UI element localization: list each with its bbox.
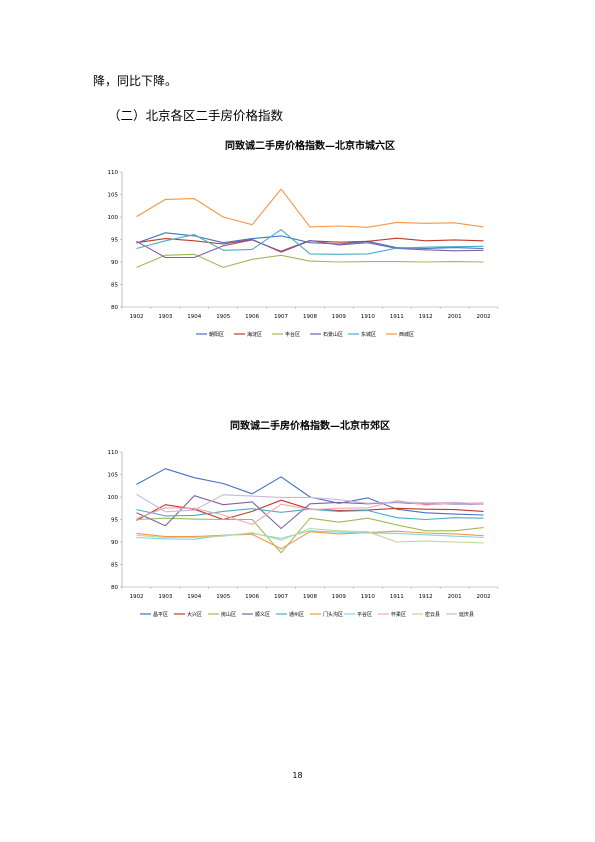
series-line-9 <box>136 527 484 544</box>
y-tick-label: 85 <box>111 563 118 569</box>
legend-label: 朝阳区 <box>209 331 224 338</box>
x-tick-label: 1910 <box>361 594 375 600</box>
series-line-3 <box>136 253 484 268</box>
x-tick-label: 1907 <box>274 594 288 600</box>
legend-label: 平谷区 <box>357 611 372 618</box>
series-line-4 <box>136 239 484 259</box>
body-text-line: 降，同比下降。 <box>93 74 178 88</box>
x-tick-label: 1905 <box>216 594 230 600</box>
x-tick-label: 1911 <box>390 314 404 320</box>
legend-label: 密云县 <box>425 611 440 618</box>
x-tick-label: 1907 <box>274 314 288 320</box>
y-tick-label: 90 <box>111 540 118 546</box>
x-tick-label: 1912 <box>419 594 433 600</box>
y-tick-label: 95 <box>111 238 118 244</box>
x-tick-label: 2002 <box>477 594 491 600</box>
section-heading: （二）北京各区二手房价格指数 <box>108 108 284 123</box>
y-tick-label: 80 <box>111 585 118 591</box>
x-tick-label: 1912 <box>419 314 433 320</box>
legend-label: 海淀区 <box>247 331 262 338</box>
series-line-7 <box>136 530 484 540</box>
series-line-6 <box>136 188 484 228</box>
y-tick-label: 105 <box>108 193 119 199</box>
legend-label: 昌平区 <box>153 612 168 618</box>
x-tick-label: 2001 <box>448 314 462 320</box>
page-number: 18 <box>292 771 303 780</box>
chart-svg-city: 同致诚二手房价格指数—北京市城六区 80 85 90 95 100 105 110 1902 19… <box>108 139 499 338</box>
series-line-1 <box>136 232 484 250</box>
y-tick-label: 90 <box>111 260 118 266</box>
y-tick-label: 100 <box>108 215 119 221</box>
chart-title: 同致诚二手房价格指数—北京市郊区 <box>230 419 390 432</box>
x-tick-label: 1903 <box>158 314 172 320</box>
legend-label: 怀柔区 <box>391 611 406 618</box>
y-tick-label: 85 <box>111 283 118 289</box>
y-tick-label: 110 <box>108 170 119 176</box>
legend-label: 延庆县 <box>459 611 474 618</box>
y-tick-label: 80 <box>111 305 118 311</box>
x-tick-label: 1911 <box>390 594 404 600</box>
x-tick-label: 1909 <box>332 594 346 600</box>
legend-label: 大兴区 <box>187 611 202 618</box>
x-tick-label: 2001 <box>448 594 462 600</box>
legend-label: 西城区 <box>399 331 414 338</box>
legend-label: 房山区 <box>221 611 236 618</box>
y-tick-label: 95 <box>111 518 118 524</box>
y-tick-label: 110 <box>108 450 119 456</box>
x-tick-label: 1906 <box>245 594 259 600</box>
x-tick-label: 1902 <box>129 314 143 320</box>
series-line-8 <box>136 500 484 525</box>
series-line-3 <box>136 517 484 554</box>
y-tick-label: 100 <box>108 495 119 501</box>
series-line-4 <box>136 495 484 530</box>
chart-title: 同致诚二手房价格指数—北京市城六区 <box>225 139 395 152</box>
legend-label: 通州区 <box>289 611 304 618</box>
x-tick-label: 1906 <box>245 314 259 320</box>
x-tick-label: 1908 <box>303 594 317 600</box>
x-tick-label: 1904 <box>187 314 201 320</box>
x-tick-label: 1909 <box>332 314 346 320</box>
x-tick-label: 1908 <box>303 314 317 320</box>
x-tick-label: 1904 <box>187 594 201 600</box>
chart-svg-suburbs: 同致诚二手房价格指数—北京市郊区 80 85 90 95 100 105 110 1902 190… <box>108 419 499 618</box>
legend-label: 丰台区 <box>285 331 300 338</box>
y-tick-label: 105 <box>108 473 119 479</box>
chart-suburbs: 同致诚二手房价格指数—北京市郊区 80 85 90 95 100 105 110 1902 190… <box>100 415 520 630</box>
legend-label: 顺义区 <box>255 612 270 618</box>
legend-label: 石景山区 <box>323 331 343 338</box>
x-tick-label: 1905 <box>216 314 230 320</box>
x-tick-label: 2002 <box>477 314 491 320</box>
legend-label: 东城区 <box>361 331 376 338</box>
chart-city-six-districts: 同致诚二手房价格指数—北京市城六区 80 85 90 95 100 105 110 1902 19… <box>100 135 520 350</box>
series-line-6 <box>136 530 484 550</box>
x-tick-label: 1902 <box>129 594 143 600</box>
x-tick-label: 1903 <box>158 594 172 600</box>
series-line-10 <box>136 493 484 513</box>
x-tick-label: 1910 <box>361 314 375 320</box>
legend-label: 门头沟区 <box>323 611 343 618</box>
series-line-5 <box>136 229 484 255</box>
